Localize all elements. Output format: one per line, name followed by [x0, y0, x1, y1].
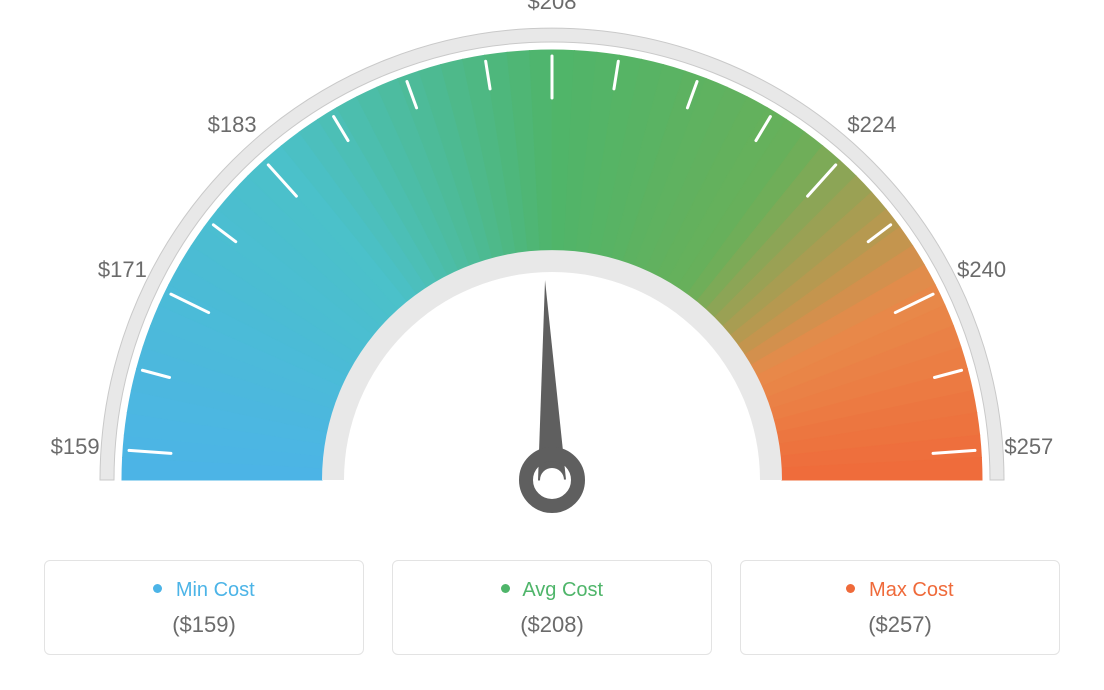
legend-card-min: Min Cost ($159) — [44, 560, 364, 655]
legend-title-min: Min Cost — [45, 579, 363, 602]
gauge-tick-label: $183 — [208, 112, 257, 138]
dot-icon — [501, 584, 510, 593]
gauge-chart: $159 $171 $183 $208 $224 $240 $257 — [0, 0, 1104, 550]
gauge-svg — [0, 0, 1104, 550]
gauge-tick-label: $208 — [528, 0, 577, 15]
legend-title-max: Max Cost — [741, 579, 1059, 602]
legend-title-text: Min Cost — [176, 579, 255, 601]
dot-icon — [153, 584, 162, 593]
legend-title-text: Avg Cost — [522, 579, 603, 601]
gauge-tick-label: $224 — [847, 112, 896, 138]
legend-value-max: ($257) — [741, 612, 1059, 638]
legend-card-max: Max Cost ($257) — [740, 560, 1060, 655]
gauge-tick-label: $159 — [51, 434, 100, 460]
legend-value-min: ($159) — [45, 612, 363, 638]
legend-value-avg: ($208) — [393, 612, 711, 638]
gauge-tick-label: $171 — [98, 257, 147, 283]
gauge-tick-label: $240 — [957, 257, 1006, 283]
legend-title-avg: Avg Cost — [393, 579, 711, 602]
legend-row: Min Cost ($159) Avg Cost ($208) Max Cost… — [0, 560, 1104, 655]
dot-icon — [846, 584, 855, 593]
legend-card-avg: Avg Cost ($208) — [392, 560, 712, 655]
gauge-tick-label: $257 — [1004, 434, 1053, 460]
legend-title-text: Max Cost — [869, 579, 953, 601]
